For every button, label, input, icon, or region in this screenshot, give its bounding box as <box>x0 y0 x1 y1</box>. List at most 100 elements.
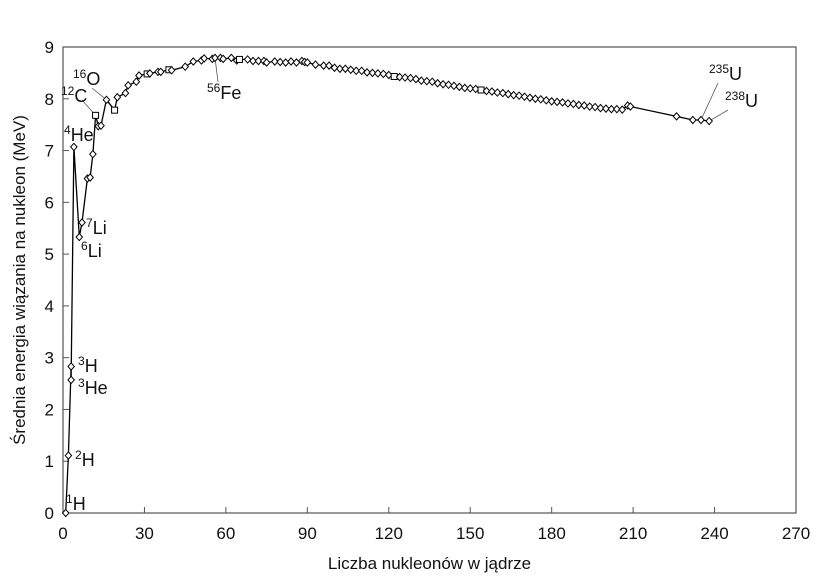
data-point <box>124 80 133 90</box>
nuclide-label-1H: 1H <box>66 492 86 514</box>
data-point <box>69 142 78 152</box>
x-axis: 0 30 60 90 120 150 180 210 240 270 <box>58 507 810 543</box>
data-point <box>515 91 523 101</box>
data-point <box>167 65 176 75</box>
data-point <box>254 56 263 66</box>
data-point <box>97 121 105 131</box>
y-tick-label: 2 <box>45 400 54 419</box>
nuclide-symbol: Li <box>93 218 107 238</box>
nuclide-symbol: O <box>86 69 100 89</box>
data-point <box>111 106 119 114</box>
data-point <box>531 94 540 104</box>
nuclide-mass-number: 235 <box>709 62 729 76</box>
x-tick-label: 60 <box>216 524 235 543</box>
data-point <box>243 55 252 64</box>
nuclide-label-2H: 2H <box>75 448 95 470</box>
nuclide-symbol: H <box>82 450 95 470</box>
nuclide-label-7Li: 7Li <box>86 216 107 238</box>
data-point <box>270 57 279 66</box>
data-point <box>626 102 635 111</box>
nuclide-label-6Li: 6Li <box>81 239 102 261</box>
data-point <box>67 375 76 385</box>
data-point <box>75 232 84 242</box>
x-tick-label: 180 <box>537 524 565 543</box>
nuclide-label-238U: 238U <box>725 89 758 111</box>
plot-area-frame <box>62 46 797 514</box>
data-point <box>450 81 458 91</box>
nuclide-symbol: Fe <box>220 83 241 103</box>
y-tick-label: 1 <box>45 452 54 471</box>
y-axis-title: Średnia energia wiązania na nukleon (MeV… <box>10 115 29 445</box>
data-point <box>368 68 377 78</box>
nuclide-symbol: H <box>73 494 86 514</box>
y-tick-label: 5 <box>45 245 54 264</box>
y-tick-label: 9 <box>45 38 54 57</box>
data-point <box>227 53 236 63</box>
x-tick-label: 0 <box>58 524 67 543</box>
data-point <box>336 64 344 74</box>
nuclide-mass-number: 6 <box>81 239 88 253</box>
data-point <box>542 95 551 105</box>
data-point <box>146 69 154 78</box>
nuclide-symbol: C <box>74 86 87 106</box>
data-point <box>547 97 556 106</box>
data-point <box>181 62 190 72</box>
x-tick-label: 150 <box>456 524 484 543</box>
data-point <box>379 69 388 79</box>
nuclide-mass-number: 3 <box>78 376 85 390</box>
nuclide-label-235U: 235U <box>709 62 742 84</box>
nuclide-symbol: H <box>85 356 98 376</box>
data-point <box>439 79 447 89</box>
data-point <box>558 98 567 107</box>
data-point <box>67 362 76 371</box>
x-axis-title: Liczba nukleonów w jądrze <box>328 554 531 573</box>
data-point <box>574 100 583 110</box>
y-tick-label: 3 <box>45 349 54 368</box>
data-point <box>460 83 469 93</box>
data-point <box>88 149 97 159</box>
data-point <box>412 74 420 84</box>
nuclide-symbol: U <box>729 64 742 84</box>
data-point <box>417 76 426 86</box>
data-point <box>444 80 453 90</box>
data-point <box>276 57 285 67</box>
label-leader-line <box>91 87 107 101</box>
data-points <box>61 53 713 518</box>
data-point <box>235 55 243 63</box>
data-point <box>428 77 437 87</box>
y-tick-label: 8 <box>45 90 54 109</box>
data-point <box>612 104 621 114</box>
data-point <box>591 102 599 112</box>
data-point <box>433 78 442 88</box>
data-point <box>363 68 371 77</box>
data-point <box>553 97 561 107</box>
data-point <box>113 92 122 102</box>
data-point <box>569 99 578 109</box>
data-point <box>303 58 312 67</box>
data-point <box>346 65 355 75</box>
nuclide-label-4He: 4He <box>64 123 94 145</box>
data-point <box>482 86 491 96</box>
data-point <box>341 64 350 74</box>
data-point <box>357 66 366 76</box>
data-point <box>509 90 518 100</box>
data-point <box>86 173 95 182</box>
nuclide-mass-number: 1 <box>66 492 73 506</box>
x-tick-label: 210 <box>619 524 647 543</box>
series-line <box>65 57 710 514</box>
data-point <box>596 103 605 113</box>
nuclide-mass-number: 12 <box>61 84 75 98</box>
data-point <box>292 58 301 67</box>
nuclide-label-3H: 3H <box>78 354 98 376</box>
nuclide-label-56Fe: 56Fe <box>207 81 241 103</box>
data-point <box>135 71 143 80</box>
data-point <box>526 93 534 103</box>
data-point <box>311 60 320 69</box>
data-point <box>249 56 257 66</box>
nuclide-label-12C: 12C <box>61 84 87 106</box>
data-point <box>325 61 333 70</box>
data-point <box>102 95 111 105</box>
data-point <box>688 115 697 125</box>
